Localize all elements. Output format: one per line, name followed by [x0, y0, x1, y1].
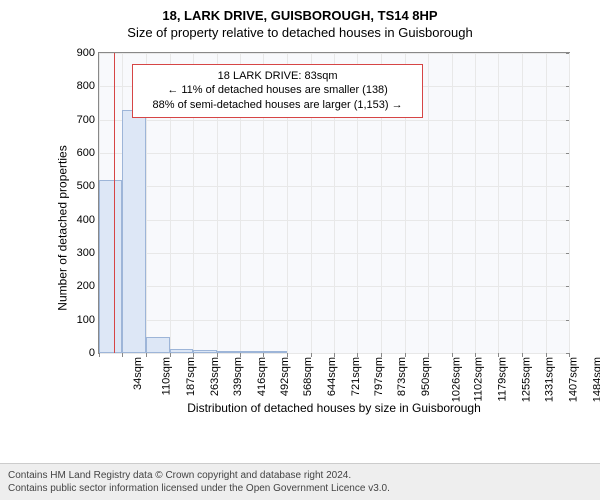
x-tick-mark: [193, 353, 194, 357]
histogram-bar: [170, 349, 193, 353]
x-tick-label: 568sqm: [303, 357, 315, 396]
histogram-bar: [217, 351, 240, 353]
gridline-v: [428, 53, 429, 353]
x-tick-mark: [569, 353, 570, 357]
x-axis-label: Distribution of detached houses by size …: [99, 401, 569, 415]
marker-line: [114, 53, 115, 353]
page-subtitle: Size of property relative to detached ho…: [0, 25, 600, 40]
histogram-bar: [193, 350, 217, 353]
annotation-box: 18 LARK DRIVE: 83sqm← 11% of detached ho…: [132, 64, 423, 119]
y-tick-label: 900: [59, 47, 99, 59]
gridline-v: [522, 53, 523, 353]
x-tick-label: 1331sqm: [544, 357, 556, 402]
x-tick-mark: [546, 353, 547, 357]
x-tick-mark: [405, 353, 406, 357]
y-tick-label: 400: [59, 214, 99, 226]
x-tick-mark: [287, 353, 288, 357]
x-tick-label: 1484sqm: [591, 357, 600, 402]
x-tick-label: 950sqm: [420, 357, 432, 396]
histogram-bar: [122, 110, 146, 353]
x-tick-label: 416sqm: [256, 357, 268, 396]
page-title: 18, LARK DRIVE, GUISBOROUGH, TS14 8HP: [0, 8, 600, 23]
x-tick-label: 492sqm: [279, 357, 291, 396]
x-tick-mark: [146, 353, 147, 357]
x-tick-label: 1407sqm: [567, 357, 579, 402]
y-tick-label: 300: [59, 247, 99, 259]
histogram-bar: [99, 180, 122, 353]
x-tick-label: 339sqm: [232, 357, 244, 396]
y-tick-label: 0: [59, 347, 99, 359]
y-tick-label: 100: [59, 314, 99, 326]
x-tick-label: 1179sqm: [496, 357, 508, 401]
x-tick-label: 644sqm: [326, 357, 338, 396]
title-block: 18, LARK DRIVE, GUISBOROUGH, TS14 8HP Si…: [0, 0, 600, 40]
annotation-line: 88% of semi-detached houses are larger (…: [141, 98, 414, 113]
x-tick-label: 873sqm: [397, 357, 409, 396]
x-tick-mark: [522, 353, 523, 357]
gridline-v: [546, 53, 547, 353]
x-tick-label: 187sqm: [185, 357, 197, 396]
x-tick-mark: [122, 353, 123, 357]
annotation-line: 18 LARK DRIVE: 83sqm: [141, 69, 414, 84]
y-tick-label: 500: [59, 180, 99, 192]
x-tick-mark: [170, 353, 171, 357]
x-tick-label: 1255sqm: [520, 357, 532, 402]
histogram-bar: [240, 351, 263, 353]
x-tick-label: 110sqm: [161, 357, 173, 395]
x-tick-label: 1102sqm: [472, 357, 484, 401]
y-tick-label: 600: [59, 147, 99, 159]
x-tick-mark: [217, 353, 218, 357]
y-tick-label: 800: [59, 80, 99, 92]
x-tick-label: 263sqm: [209, 357, 221, 396]
histogram-bar: [263, 351, 286, 353]
gridline-v: [475, 53, 476, 353]
footer: Contains HM Land Registry data © Crown c…: [0, 463, 600, 500]
x-tick-mark: [263, 353, 264, 357]
y-tick-label: 200: [59, 280, 99, 292]
x-tick-label: 721sqm: [350, 357, 362, 396]
x-tick-mark: [428, 353, 429, 357]
x-tick-label: 34sqm: [132, 357, 144, 390]
gridline-v: [452, 53, 453, 353]
gridline-v: [498, 53, 499, 353]
x-tick-mark: [99, 353, 100, 357]
x-tick-mark: [240, 353, 241, 357]
y-tick-label: 700: [59, 114, 99, 126]
x-tick-mark: [498, 353, 499, 357]
x-tick-mark: [311, 353, 312, 357]
annotation-line: ← 11% of detached houses are smaller (13…: [141, 83, 414, 98]
gridline-v: [569, 53, 570, 353]
histogram-bar: [146, 337, 169, 353]
x-tick-mark: [452, 353, 453, 357]
x-tick-mark: [357, 353, 358, 357]
x-tick-mark: [334, 353, 335, 357]
footer-line: Contains public sector information licen…: [8, 482, 592, 495]
chart: Number of detached properties Distributi…: [50, 48, 580, 408]
x-tick-mark: [381, 353, 382, 357]
x-tick-label: 1026sqm: [450, 357, 462, 402]
footer-line: Contains HM Land Registry data © Crown c…: [8, 469, 592, 482]
plot-area: Distribution of detached houses by size …: [98, 52, 570, 354]
x-tick-label: 797sqm: [373, 357, 385, 396]
x-tick-mark: [475, 353, 476, 357]
